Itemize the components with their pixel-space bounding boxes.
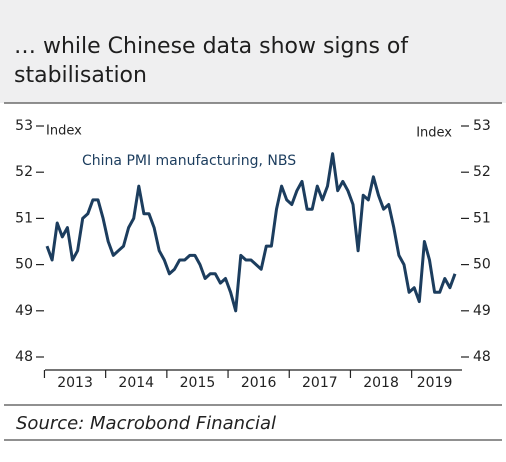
y-tick-label: 53 (15, 118, 33, 134)
x-tick-label: 2014 (118, 375, 154, 391)
y2-tick-label: 50 (473, 257, 491, 273)
x-tick-label: 2017 (302, 375, 338, 391)
y2-tick-label: 48 (473, 349, 491, 365)
x-tick-label: 2019 (417, 375, 453, 391)
title-background (0, 0, 506, 103)
x-tick-label: 2013 (57, 375, 93, 391)
y-axis-label: Index (46, 124, 82, 139)
y-tick-label: 51 (15, 210, 33, 226)
y2-tick-label: 51 (473, 210, 491, 226)
x-tick-label: 2018 (363, 375, 399, 391)
x-tick-label: 2015 (180, 375, 216, 391)
y2-tick-label: 53 (473, 118, 491, 134)
y-tick-label: 49 (15, 303, 33, 319)
chart-title-line: … while Chinese data show signs of (14, 34, 409, 59)
y-tick-label: 52 (15, 164, 33, 180)
y-tick-label: 50 (15, 257, 33, 273)
y-tick-label: 48 (15, 349, 33, 365)
source: Source: Macrobond Financial (16, 413, 276, 434)
x-tick-label: 2016 (241, 375, 277, 391)
annotation: China PMI manufacturing, NBS (82, 153, 296, 169)
y2-tick-label: 49 (473, 303, 491, 319)
chart-title-line: stabilisation (14, 63, 147, 88)
y2-tick-label: 52 (473, 164, 491, 180)
y2-axis-label: Index (416, 126, 452, 141)
data-line (45, 152, 457, 313)
